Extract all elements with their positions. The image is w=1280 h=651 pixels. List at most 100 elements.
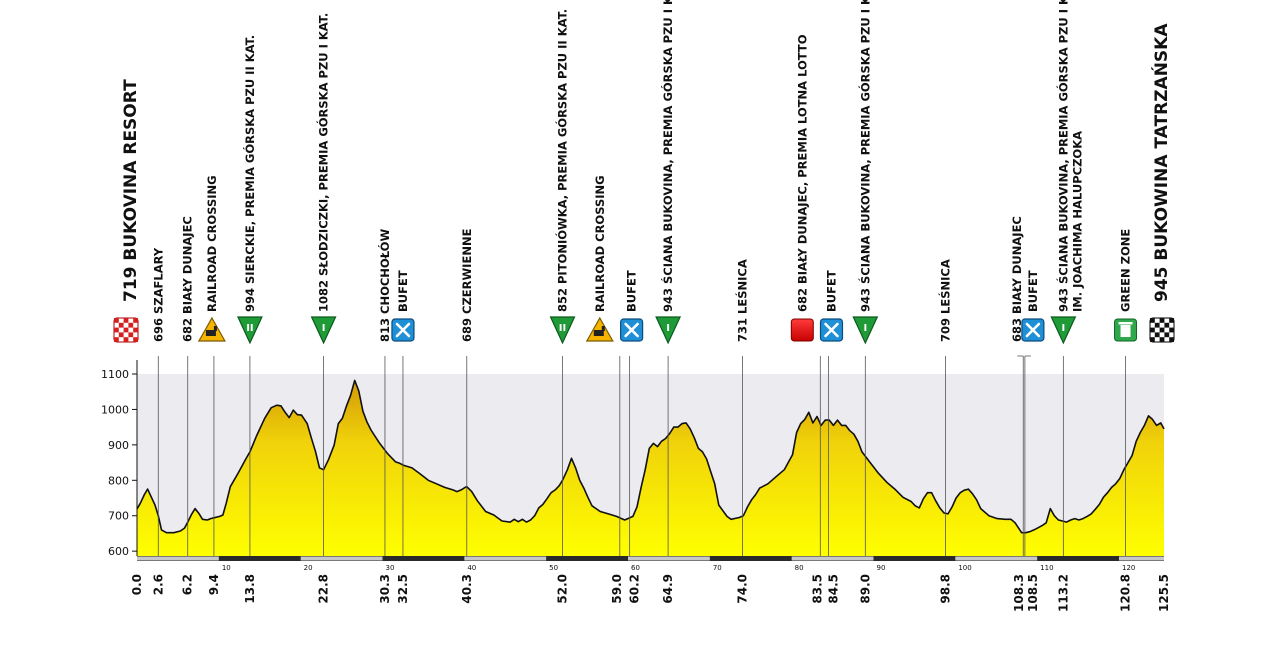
km-label: 13.8 (243, 574, 257, 604)
y-tick-label: 800 (108, 474, 129, 487)
finish-icon (1149, 317, 1175, 343)
icon-box (790, 318, 814, 342)
checker-cell (1159, 318, 1165, 323)
checkpoint-label: 682 BIAŁY DUNAJEC (181, 216, 195, 342)
checkpoint-labels: 719 BUKOVINA RESORT 945 BUKOWINA TATRZAŃS… (121, 0, 1172, 342)
warning-triangle (197, 316, 226, 342)
checkpoint-markers (157, 355, 1126, 556)
km-label: 74.0 (736, 574, 750, 604)
feed-icon (819, 318, 844, 342)
scale-segment (137, 556, 219, 561)
finish-flag (1149, 317, 1175, 343)
km-label: 40.3 (460, 574, 474, 604)
km-label: 60.2 (628, 574, 642, 604)
km-label: 64.9 (661, 574, 675, 604)
checkpoint-label: 813 CHOCHOŁÓW (377, 229, 392, 342)
checkpoint-label: 943 ŚCIANA BUKOVINA, PREMIA GÓRSKA PZU I… (660, 0, 675, 312)
category-mark: I (1061, 323, 1065, 334)
checker-cell (1150, 318, 1155, 323)
km-label: 120.8 (1119, 574, 1133, 612)
checkpoint-label: BUFET (1026, 270, 1040, 312)
triangle-shape (549, 316, 576, 345)
km-label: 0.0 (130, 574, 144, 595)
train-shape (593, 330, 604, 336)
climb-1-icon: I (310, 316, 337, 345)
checker-cell (1159, 337, 1165, 342)
checker-cell (1164, 332, 1170, 338)
green-zone-icon (1114, 318, 1138, 342)
km-label: 52.0 (556, 574, 570, 604)
checkpoint-label: 683 BIAŁY DUNAJEC (1010, 216, 1024, 342)
y-tick-label: 1100 (101, 368, 129, 381)
checker-cell (1164, 322, 1170, 328)
y-tick-label: 1000 (101, 403, 129, 416)
km-label: 108.5 (1026, 574, 1040, 612)
elevation-area (136, 379, 1165, 556)
scale-segment (627, 556, 710, 561)
checkpoint-label: BUFET (625, 270, 639, 312)
checker-cell (1169, 318, 1174, 323)
checker-cell (133, 318, 138, 323)
triangle-shape (1050, 316, 1077, 345)
km-label: 84.5 (827, 574, 841, 604)
checkpoint-label: 731 LEŚNICA (735, 259, 750, 342)
start-icon (113, 317, 139, 343)
railroad-icon (585, 316, 614, 342)
checkpoint-label: BUFET (396, 270, 410, 312)
warning-triangle (585, 316, 614, 342)
scale-tick-label: 30 (385, 564, 394, 572)
category-mark: I (322, 323, 326, 334)
category-mark: II (559, 323, 566, 334)
km-labels: 0.0 2.6 6.2 9.4 13.8 22.8 30.3 32.5 40.3 52.0 59.0… (130, 574, 1171, 612)
checker-cell (1169, 337, 1174, 342)
km-label: 108.3 (1012, 574, 1026, 612)
climb-2-icon: II (236, 316, 263, 345)
checkpoint-label: 696 SZAFLARY (151, 247, 165, 342)
sprint-icon (790, 318, 814, 342)
checker-cell (118, 322, 124, 328)
scale-segment (1118, 556, 1164, 561)
scale-tick-label: 40 (467, 564, 476, 572)
elevation-line (136, 379, 1165, 534)
distance-scale-bar: 10 20 30 40 50 60 70 80 90 100 110 120 (137, 556, 1164, 572)
checkpoint-label: BUFET (824, 270, 838, 312)
checker-cell (123, 318, 129, 323)
start-flag (113, 317, 139, 343)
checker-cell (1169, 327, 1174, 333)
km-label: 22.8 (317, 574, 331, 604)
scale-segment (300, 556, 383, 561)
checker-cell (133, 327, 138, 333)
climb-1-icon: I (655, 316, 682, 345)
checkpoint-label: 943 ŚCIANA BUKOVINA, PREMIA GÓRSKA PZU I… (1055, 0, 1070, 312)
km-label: 32.5 (396, 574, 410, 604)
checker-cell (114, 327, 119, 333)
train-shape (205, 330, 216, 336)
checkpoint-icons: II I II I I I (113, 316, 1175, 345)
scale-tick-label: 110 (1040, 564, 1053, 572)
train-chimney (601, 326, 605, 331)
km-label: 113.2 (1056, 574, 1070, 612)
checker-cell (123, 327, 129, 333)
checkpoint-label: 682 BIAŁY DUNAJEC, PREMIA LOTNA LOTTO (795, 34, 809, 312)
triangle-shape (310, 316, 337, 345)
checker-cell (118, 332, 124, 338)
climb-1-icon: I (1050, 316, 1077, 345)
scale-tick-label: 120 (1122, 564, 1135, 572)
checkpoint-label: 943 ŚCIANA BUKOVINA, PREMIA GÓRSKA PZU I… (857, 0, 872, 312)
scale-tick-label: 60 (631, 564, 640, 572)
km-label: 89.0 (858, 574, 872, 604)
km-label: 125.5 (1157, 574, 1171, 612)
checkpoint-label: RAILROAD CROSSING (593, 175, 607, 312)
km-label: 2.6 (151, 574, 165, 595)
scale-tick-label: 100 (958, 564, 971, 572)
checkpoint-label: 852 PITONIÓWKA, PREMIA GÓRSKA PZU II KAT… (555, 9, 570, 312)
scale-tick-label: 90 (876, 564, 885, 572)
checker-cell (128, 332, 134, 338)
cutlery-shape (624, 322, 639, 338)
bin-lid (1118, 322, 1133, 325)
checkpoint-label: 689 CZERWIENNE (460, 228, 474, 342)
category-mark: I (863, 323, 867, 334)
cutlery-shape (824, 322, 839, 338)
checker-cell (1154, 322, 1160, 328)
